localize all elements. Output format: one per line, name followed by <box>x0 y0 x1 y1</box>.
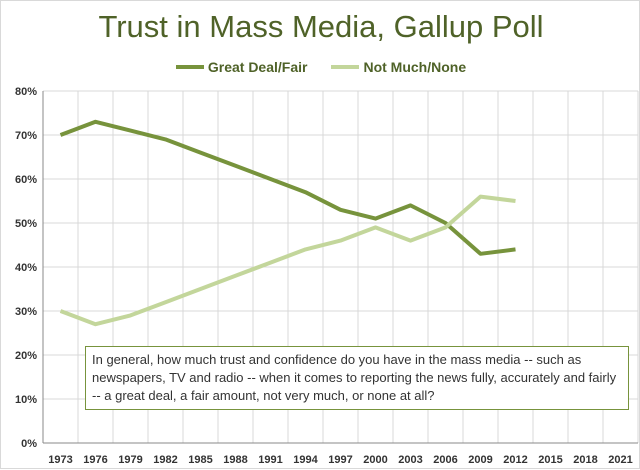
y-tick-label: 40% <box>15 262 37 274</box>
x-tick-label: 2018 <box>573 454 597 466</box>
y-tick-label: 0% <box>21 438 37 450</box>
x-tick-label: 1973 <box>48 454 72 466</box>
y-tick-label: 10% <box>15 394 37 406</box>
x-tick-label: 1991 <box>258 454 282 466</box>
x-tick-label: 1982 <box>153 454 177 466</box>
x-tick-label: 2009 <box>468 454 492 466</box>
y-tick-label: 30% <box>15 306 37 318</box>
y-tick-label: 60% <box>15 174 37 186</box>
x-tick-label: 1988 <box>223 454 247 466</box>
x-tick-label: 2006 <box>433 454 457 466</box>
x-tick-label: 1994 <box>293 454 318 466</box>
annotation-box: In general, how much trust and confidenc… <box>85 346 629 410</box>
x-tick-label: 1997 <box>328 454 352 466</box>
x-tick-label: 1979 <box>118 454 142 466</box>
x-tick-label: 2003 <box>398 454 422 466</box>
x-tick-label: 2021 <box>608 454 632 466</box>
x-tick-label: 2012 <box>503 454 527 466</box>
x-tick-label: 1985 <box>188 454 212 466</box>
y-tick-label: 20% <box>15 350 37 362</box>
x-tick-label: 2000 <box>363 454 387 466</box>
y-tick-label: 50% <box>15 218 37 230</box>
y-tick-label: 70% <box>15 130 37 142</box>
x-tick-label: 2015 <box>538 454 562 466</box>
y-tick-label: 80% <box>15 86 37 98</box>
x-tick-label: 1976 <box>83 454 107 466</box>
